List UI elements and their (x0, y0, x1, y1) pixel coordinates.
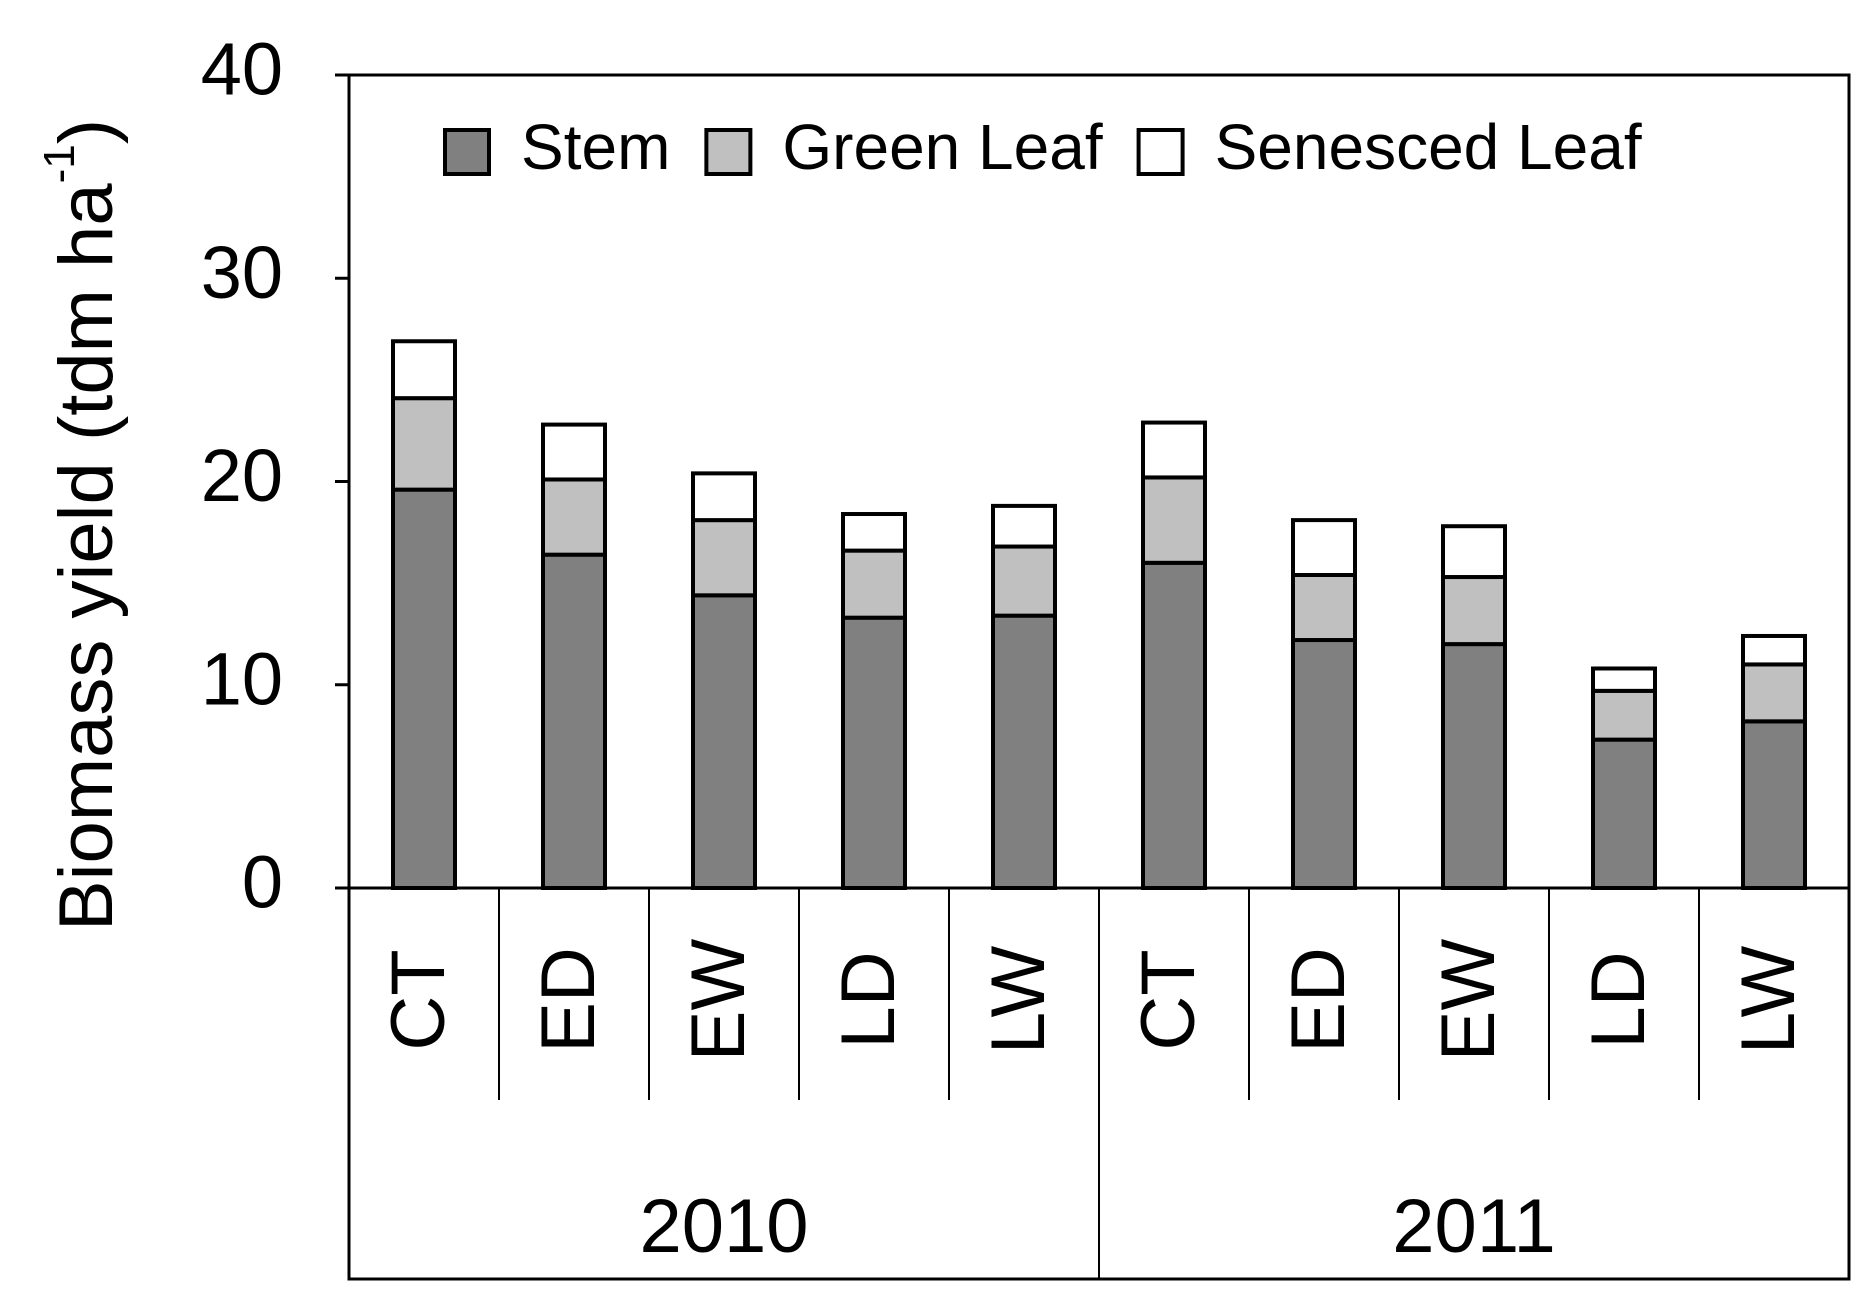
x-tick-label: LW (976, 946, 1061, 1055)
x-tick-label: ED (526, 947, 611, 1053)
x-tick-label: LD (826, 951, 911, 1048)
bar-segment (991, 503, 1057, 549)
y-tick-label: 20 (201, 434, 283, 517)
bar-segment (841, 615, 907, 890)
x-tick-label: ED (1276, 947, 1361, 1053)
bar-segment (541, 422, 607, 482)
bar-segment (1141, 475, 1207, 565)
y-label-end: ) (44, 119, 129, 144)
bar-segment (1291, 572, 1357, 643)
legend-swatch (704, 128, 753, 176)
bar-segment (391, 487, 457, 890)
x-tick-label: CT (376, 949, 461, 1050)
bar-segment (1741, 662, 1807, 724)
bar-segment (841, 548, 907, 620)
bar-segment (391, 339, 457, 401)
legend-swatch (443, 128, 491, 176)
bar-segment (541, 477, 607, 557)
bar-segment (1291, 638, 1357, 890)
x-tick-label: LW (1726, 946, 1811, 1055)
bar-segment (391, 396, 457, 492)
x-tick-label: LD (1576, 951, 1661, 1048)
y-axis-label: Biomass yield (tdm ha-1) (35, 119, 129, 931)
y-label-sup: -1 (35, 144, 84, 183)
bar-segment (1741, 719, 1807, 891)
bar-segment (1741, 633, 1807, 667)
y-label-text: Biomass yield (tdm ha (44, 183, 129, 931)
bar-segment (841, 512, 907, 553)
bar-segment (991, 544, 1057, 618)
bar-segment (691, 471, 757, 523)
bar-segment (691, 593, 757, 890)
y-tick-label: 0 (242, 841, 283, 924)
legend-label: Green Leaf (782, 111, 1102, 183)
bar-segment (991, 613, 1057, 891)
bar-segment (1441, 575, 1507, 647)
legend-swatch (1136, 128, 1185, 176)
y-tick-label: 30 (201, 231, 283, 314)
bar-segment (1141, 560, 1207, 890)
x-tick-label: CT (1126, 949, 1211, 1050)
group-label: 2010 (639, 1184, 808, 1269)
bar-segment (1591, 666, 1657, 693)
bar-segment (1441, 642, 1507, 890)
x-tick-label: EW (1426, 939, 1511, 1062)
y-tick-label: 10 (201, 637, 283, 720)
bar-segment (1591, 737, 1657, 890)
bar-segment (1141, 420, 1207, 480)
bar-segment (1441, 524, 1507, 580)
bar-segment (541, 552, 607, 890)
bar-segment (691, 518, 757, 598)
legend-label: Senesced Leaf (1215, 111, 1642, 183)
x-tick-label: EW (676, 939, 761, 1062)
group-label: 2011 (1392, 1184, 1555, 1269)
legend-label: Stem (521, 111, 670, 183)
bar-segment (1291, 518, 1357, 577)
y-tick-label: 40 (201, 28, 283, 111)
bar-segment (1591, 688, 1657, 742)
